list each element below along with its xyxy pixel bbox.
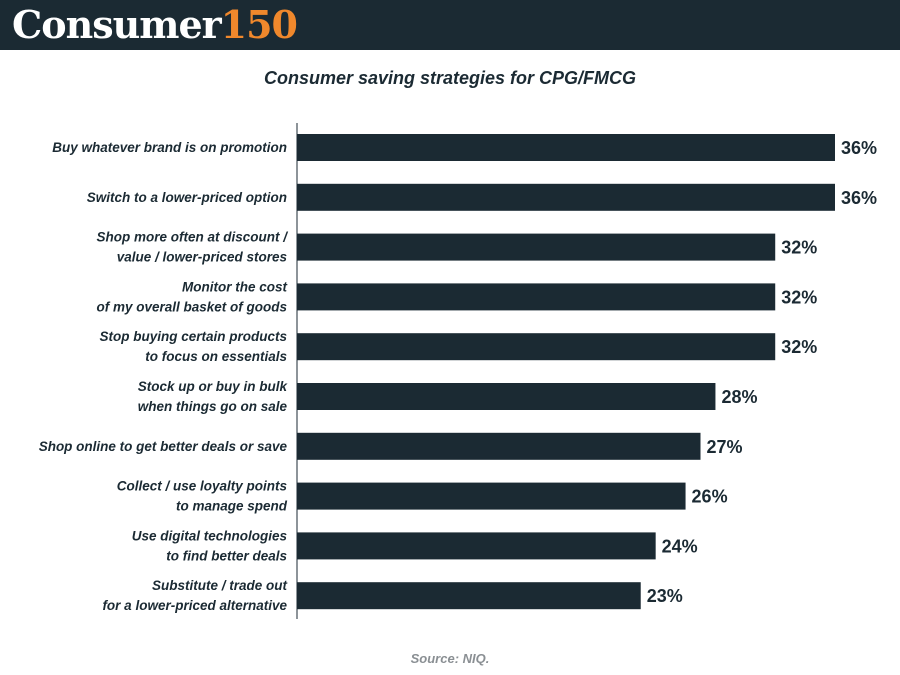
bar-value-label: 32% bbox=[781, 337, 817, 357]
bar bbox=[297, 432, 701, 460]
category-label-line: Shop online to get better deals or save bbox=[39, 439, 288, 454]
bar-value-label: 36% bbox=[841, 188, 877, 208]
logo-word: Consumer bbox=[12, 2, 222, 47]
bar bbox=[297, 233, 776, 261]
category-label-line: Switch to a lower-priced option bbox=[87, 190, 287, 205]
bar bbox=[297, 532, 656, 560]
category-label: Buy whatever brand is on promotion bbox=[52, 140, 287, 155]
bar bbox=[297, 482, 686, 510]
logo-number: 150 bbox=[220, 2, 298, 47]
category-label-line: Monitor the cost bbox=[182, 279, 287, 294]
bar-value-label: 32% bbox=[781, 287, 817, 307]
bar bbox=[297, 333, 776, 361]
category-label-line: Buy whatever brand is on promotion bbox=[52, 140, 287, 155]
category-label: Collect / use loyalty points to manage sp… bbox=[117, 479, 288, 514]
category-label: Shop online to get better deals or save bbox=[39, 439, 288, 454]
category-label: Substitute / trade out for a lower-priced… bbox=[102, 578, 287, 613]
category-label: Monitor the cost of my overall basket of … bbox=[96, 279, 287, 314]
bar-value-label: 27% bbox=[707, 437, 743, 457]
bar-value-label: 36% bbox=[841, 138, 877, 158]
category-label-line: when things go on sale bbox=[138, 399, 288, 414]
category-label: Shop more often at discount / value / low… bbox=[96, 230, 288, 265]
bar-value-label: 32% bbox=[781, 238, 817, 258]
category-label-line: Shop more often at discount / bbox=[96, 230, 288, 245]
brand-logo: Consumer150 bbox=[12, 2, 298, 47]
category-label-line: Substitute / trade out bbox=[152, 578, 288, 593]
bar bbox=[297, 383, 716, 410]
bar-value-label: 28% bbox=[721, 387, 757, 407]
category-label: Use digital technologies to find better d… bbox=[132, 528, 288, 563]
category-label-line: for a lower-priced alternative bbox=[102, 598, 287, 613]
bar bbox=[297, 283, 776, 311]
category-label: Switch to a lower-priced option bbox=[87, 190, 287, 205]
bar bbox=[297, 134, 835, 161]
category-label-line: Use digital technologies bbox=[132, 528, 288, 543]
category-label-line: value / lower-priced stores bbox=[117, 250, 288, 265]
category-label: Stock up or buy in bulk when things go on… bbox=[138, 379, 289, 414]
category-label-line: to find better deals bbox=[166, 548, 287, 563]
bar-value-label: 23% bbox=[647, 586, 683, 606]
category-label-line: of my overall basket of goods bbox=[96, 299, 287, 314]
category-label-line: to focus on essentials bbox=[145, 349, 287, 364]
category-label-line: Stock up or buy in bulk bbox=[138, 379, 289, 394]
bar bbox=[297, 183, 835, 211]
category-label-line: to manage spend bbox=[176, 499, 288, 514]
category-label-line: Stop buying certain products bbox=[99, 329, 287, 344]
bar-value-label: 26% bbox=[692, 487, 728, 507]
chart-title: Consumer saving strategies for CPG/FMCG bbox=[263, 68, 637, 88]
header-bar: Consumer150 bbox=[0, 0, 900, 50]
category-label: Stop buying certain products to focus on … bbox=[99, 329, 287, 364]
source-note: Source: NIQ. bbox=[410, 651, 490, 666]
category-label-line: Collect / use loyalty points bbox=[117, 479, 288, 494]
bar bbox=[297, 582, 641, 610]
bar-value-label: 24% bbox=[662, 536, 698, 556]
